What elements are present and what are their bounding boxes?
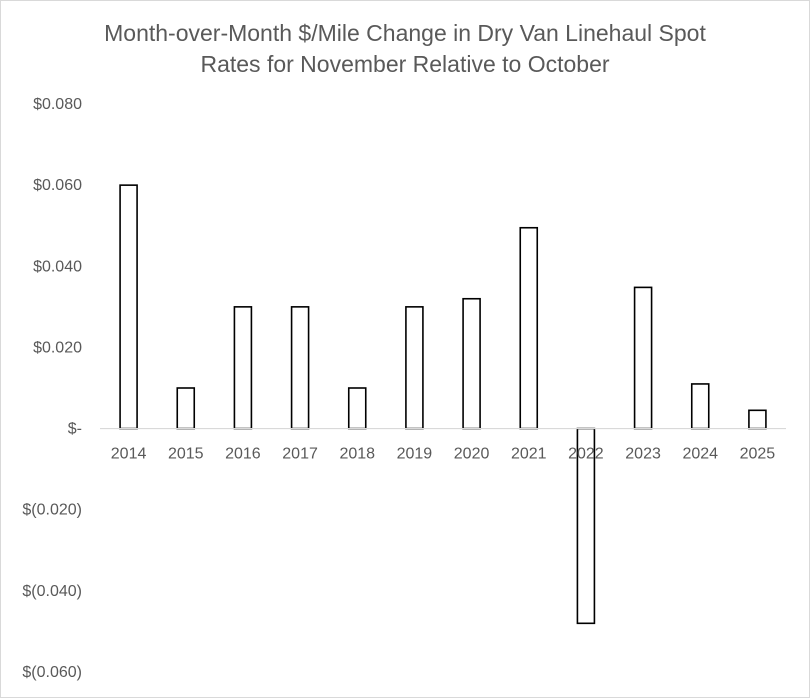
x-tick-label: 2021: [511, 446, 547, 463]
bar-2020: [462, 297, 481, 430]
y-tick-label: $-: [68, 421, 82, 438]
bar-2018: [347, 387, 367, 430]
bar-2014: [119, 184, 138, 430]
y-tick-label: $(0.060): [22, 664, 82, 681]
x-tick-label: 2014: [111, 446, 147, 463]
x-tick-label: 2025: [740, 446, 776, 463]
y-tick-label: $0.020: [33, 339, 82, 356]
bar-2019: [405, 306, 424, 430]
x-tick-label: 2015: [168, 446, 204, 463]
x-tick-label: 2022: [568, 446, 604, 463]
chart-title-line-1: Month-over-Month $/Mile Change in Dry Va…: [104, 20, 706, 46]
chart-title-line-2: Rates for November Relative to October: [200, 51, 610, 77]
x-tick-label: 2017: [282, 446, 318, 463]
y-tick-label: $(0.020): [22, 502, 82, 519]
x-tick-label: 2020: [454, 446, 490, 463]
bar-2021: [519, 226, 539, 430]
x-tick-label: 2024: [682, 446, 718, 463]
x-tick-label: 2023: [625, 446, 661, 463]
x-tick-label: 2019: [397, 446, 433, 463]
x-tick-label: 2018: [339, 446, 375, 463]
bar-2017: [290, 306, 310, 430]
y-tick-label: $0.040: [33, 258, 82, 275]
bar-2016: [233, 306, 253, 430]
bar-2024: [690, 383, 710, 430]
x-tick-label: 2016: [225, 446, 261, 463]
bar-2025: [748, 409, 767, 430]
bar-2015: [176, 387, 196, 430]
bar-2023: [633, 286, 653, 430]
chart-title: Month-over-Month $/Mile Change in Dry Va…: [0, 18, 810, 80]
y-tick-label: $(0.040): [22, 583, 82, 600]
y-tick-label: $0.080: [33, 96, 82, 113]
y-tick-label: $0.060: [33, 177, 82, 194]
